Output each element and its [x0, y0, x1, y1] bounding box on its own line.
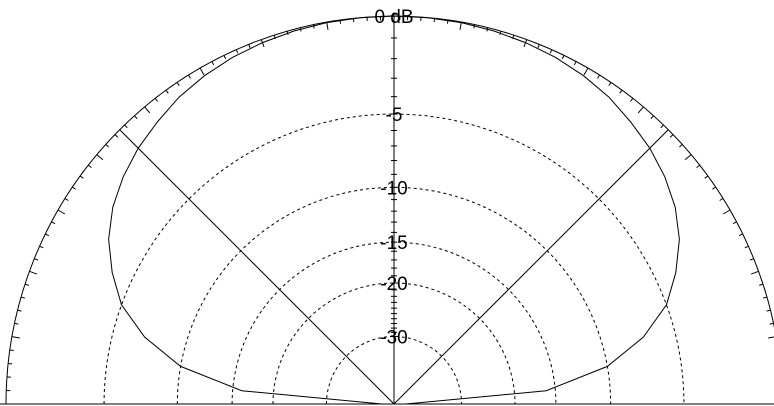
angle-tick [39, 245, 44, 249]
angle-tick [17, 309, 22, 312]
angle-tick [165, 89, 169, 94]
angle-tick [144, 106, 151, 114]
angle-tick [766, 309, 771, 312]
angle-tick [679, 144, 683, 148]
angle-tick [114, 134, 119, 138]
angle-tick [719, 197, 724, 201]
angle-tick [637, 106, 644, 114]
angle-tick [34, 258, 39, 261]
range-ring [325, 336, 463, 405]
angle-tick [11, 336, 20, 339]
angle-tick [608, 82, 612, 86]
angle-tick [64, 197, 69, 201]
range-label: -30 [380, 327, 407, 348]
angle-tick [732, 221, 737, 225]
angle-tick [459, 21, 462, 30]
angle-tick [154, 97, 158, 102]
angle-tick [134, 115, 138, 119]
angle-tick [199, 67, 205, 76]
angle-tick [738, 233, 743, 237]
angle-tick [223, 55, 227, 60]
angle-tick [96, 154, 104, 161]
range-ring [103, 113, 685, 405]
angle-tick [749, 258, 754, 261]
angle-tick [722, 209, 731, 215]
angle-tick [549, 49, 553, 54]
angle-tick [72, 186, 76, 190]
peak-marker [391, 13, 401, 23]
angle-tick [176, 82, 180, 86]
angle-tick [768, 336, 774, 339]
angle-tick [9, 349, 14, 352]
range-ring [231, 241, 557, 405]
angle-grid-line [119, 129, 395, 405]
range-label: -15 [380, 233, 407, 254]
angle-tick [597, 74, 601, 79]
angle-tick [260, 39, 265, 48]
pattern-line [108, 15, 680, 405]
angle-tick [573, 61, 577, 66]
angle-tick [45, 233, 50, 237]
angle-tick [684, 154, 692, 161]
angle-tick [750, 270, 759, 275]
angle-tick [669, 134, 674, 138]
angle-tick [759, 283, 764, 286]
angle-tick [537, 44, 540, 49]
angle-tick [762, 296, 768, 299]
angle-tick [583, 67, 589, 76]
angle-tick [704, 175, 709, 179]
angle-tick [14, 322, 19, 325]
angle-tick [619, 89, 623, 94]
angle-tick [326, 21, 329, 30]
range-label: 0 dB [374, 7, 413, 28]
angle-tick [105, 144, 109, 148]
angle-tick [561, 55, 565, 60]
range-label: -5 [386, 105, 403, 126]
angle-grid-line [393, 129, 669, 405]
range-label: -10 [380, 178, 407, 199]
angle-tick [187, 74, 191, 79]
angle-tick [87, 164, 92, 168]
angle-tick [51, 221, 56, 225]
angle-tick [660, 124, 664, 129]
angle-tick [523, 39, 528, 48]
angle-tick [79, 175, 84, 179]
angle-tick [57, 209, 66, 215]
angle-tick [696, 164, 701, 168]
angle-tick [744, 245, 749, 249]
angle-tick [29, 270, 38, 275]
angle-tick [211, 61, 215, 66]
angle-tick [235, 49, 239, 54]
angle-tick [630, 97, 634, 102]
angle-tick [712, 186, 716, 190]
angle-tick [650, 115, 654, 119]
range-label: -20 [380, 274, 407, 295]
angle-tick [124, 124, 128, 129]
angle-tick [20, 296, 26, 299]
angle-tick [24, 283, 29, 286]
angle-tick [769, 322, 774, 325]
angle-tick [248, 44, 251, 49]
